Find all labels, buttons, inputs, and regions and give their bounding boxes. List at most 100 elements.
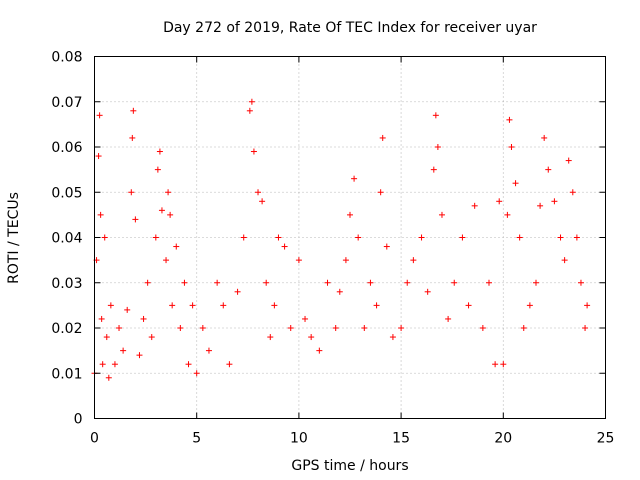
- data-point: [351, 175, 358, 182]
- data-point: [316, 347, 323, 354]
- x-tick-label: 10: [290, 431, 308, 447]
- data-point: [445, 315, 452, 322]
- data-point: [105, 374, 112, 381]
- data-point: [424, 288, 431, 295]
- data-point: [508, 144, 515, 150]
- data-point: [132, 216, 139, 223]
- data-point: [526, 302, 533, 309]
- data-point: [533, 279, 540, 286]
- data-point: [177, 325, 184, 331]
- chart-title: Day 272 of 2019, Rate Of TEC Index for r…: [163, 20, 537, 36]
- data-point: [259, 198, 266, 205]
- data-point: [158, 207, 165, 214]
- data-point: [199, 325, 206, 331]
- data-point: [379, 134, 386, 141]
- data-point: [434, 144, 441, 150]
- data-point: [263, 279, 270, 286]
- data-point: [389, 334, 396, 341]
- data-point: [234, 288, 241, 295]
- data-point: [324, 279, 331, 286]
- data-point: [129, 134, 136, 141]
- data-point: [520, 325, 527, 331]
- data-point: [111, 361, 118, 368]
- data-point: [205, 347, 212, 354]
- x-tick-label: 5: [192, 431, 201, 447]
- data-point: [432, 112, 439, 119]
- data-point: [250, 148, 257, 155]
- data-point: [302, 315, 309, 322]
- y-tick-label: 0.04: [51, 231, 82, 247]
- data-point: [492, 361, 499, 368]
- y-axis-label: ROTI / TECUs: [6, 192, 22, 284]
- data-point: [479, 325, 486, 331]
- data-point: [246, 107, 253, 114]
- data-point: [496, 198, 503, 205]
- data-point: [465, 302, 472, 309]
- x-tick-label: 15: [392, 431, 410, 447]
- data-point: [410, 257, 417, 264]
- data-point: [103, 334, 110, 341]
- data-point: [98, 315, 105, 322]
- data-point: [154, 166, 161, 173]
- data-point: [116, 325, 123, 331]
- data-point: [347, 211, 353, 218]
- data-point: [96, 112, 103, 119]
- data-point: [569, 189, 576, 196]
- data-point: [189, 302, 196, 309]
- data-point: [169, 302, 176, 309]
- data-point: [99, 361, 106, 368]
- data-point: [545, 166, 552, 173]
- y-tick-label: 0.06: [51, 140, 82, 156]
- data-point: [373, 302, 380, 309]
- data-point: [152, 234, 159, 241]
- data-point: [281, 243, 288, 250]
- data-point: [226, 361, 233, 368]
- data-point: [383, 243, 390, 250]
- data-point: [287, 325, 294, 331]
- data-point: [512, 180, 519, 187]
- data-point: [398, 325, 405, 331]
- data-point: [516, 234, 523, 241]
- data-point: [361, 325, 368, 331]
- data-point: [551, 198, 558, 205]
- data-point: [107, 302, 114, 309]
- data-point: [124, 306, 131, 313]
- x-tick-label: 20: [494, 431, 512, 447]
- data-point: [130, 107, 137, 114]
- data-point: [332, 325, 339, 331]
- data-point: [136, 352, 143, 359]
- y-tick-label: 0.05: [51, 185, 82, 201]
- data-point: [404, 279, 411, 286]
- data-point: [220, 302, 227, 309]
- data-point: [459, 234, 466, 241]
- data-point: [295, 257, 302, 264]
- x-axis-label: GPS time / hours: [291, 458, 408, 474]
- data-point: [181, 279, 188, 286]
- data-point: [577, 279, 584, 286]
- x-tick-label: 0: [90, 431, 99, 447]
- y-tick-label: 0: [74, 412, 83, 428]
- data-point: [97, 211, 104, 218]
- data-point: [267, 334, 274, 341]
- data-point: [504, 211, 511, 218]
- data-point: [471, 202, 478, 209]
- data-point: [342, 257, 349, 264]
- data-point: [377, 189, 384, 196]
- data-point: [148, 334, 155, 341]
- data-point: [537, 202, 544, 209]
- data-point: [418, 234, 425, 241]
- data-point: [165, 189, 172, 196]
- y-tick-label: 0.01: [51, 366, 82, 382]
- y-tick-label: 0.03: [51, 276, 82, 292]
- data-point: [95, 153, 102, 160]
- y-tick-label: 0.02: [51, 321, 82, 337]
- data-point: [336, 288, 343, 295]
- data-point: [485, 279, 492, 286]
- data-point: [240, 234, 247, 241]
- data-point: [451, 279, 458, 286]
- data-point: [120, 347, 127, 354]
- data-point: [271, 302, 278, 309]
- data-point: [214, 279, 221, 286]
- data-point: [565, 157, 572, 164]
